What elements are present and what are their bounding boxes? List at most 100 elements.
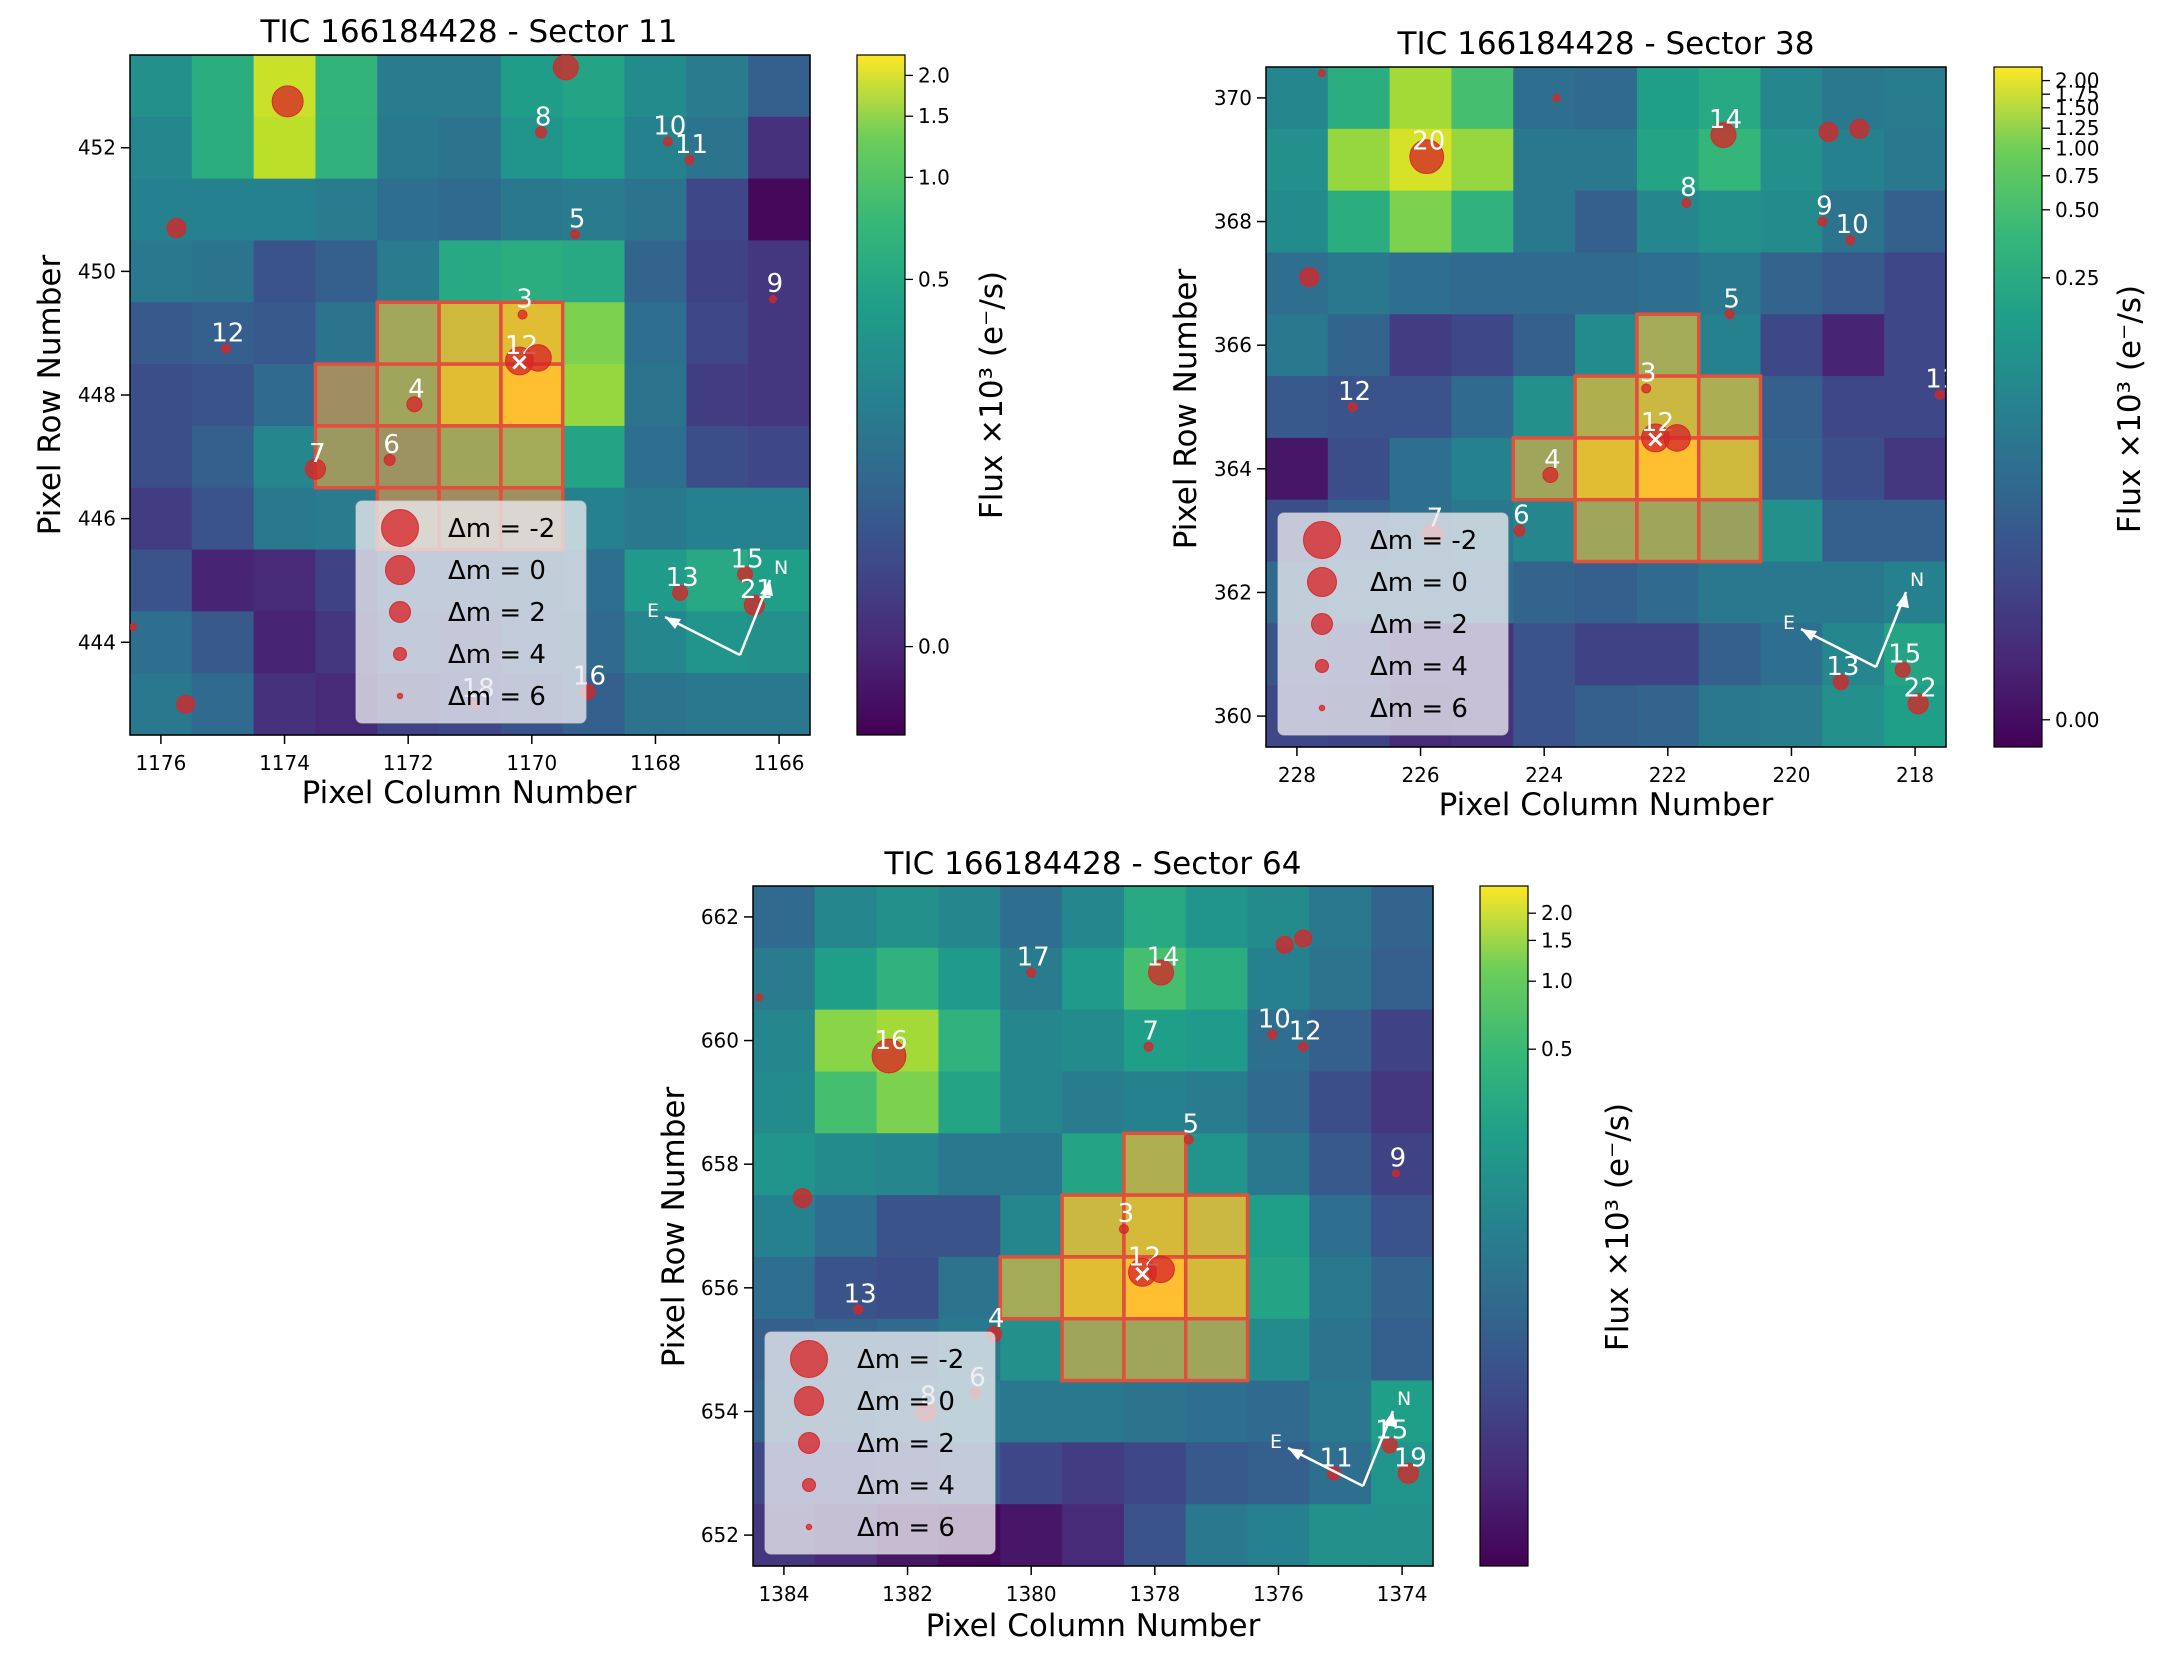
heatmap-cell (624, 549, 687, 612)
heatmap-cell (686, 487, 749, 551)
x-axis-label: Pixel Column Number (302, 775, 637, 811)
legend-label: Δm = 6 (448, 682, 546, 712)
legend-label: Δm = 4 (857, 1471, 955, 1501)
legend-marker (1311, 613, 1333, 635)
y-tick-label: 446 (78, 507, 116, 531)
heatmap-cell (748, 178, 811, 242)
heatmap-cell (1575, 314, 1638, 377)
heatmap-cell (1822, 499, 1885, 563)
star-label: 8 (535, 102, 552, 132)
heatmap-cell (1513, 128, 1576, 192)
heatmap-cell (1247, 1256, 1310, 1320)
heatmap-cell (253, 549, 317, 612)
heatmap-cell (1698, 685, 1762, 748)
colorbar-tick-label: 1.0 (918, 165, 950, 189)
colorbar-tick-label: 1.5 (1541, 928, 1573, 952)
heatmap-cell (753, 1133, 816, 1196)
aperture-pixel (1060, 1255, 1126, 1321)
heatmap-cell (938, 886, 1001, 949)
star-label: 9 (767, 269, 784, 299)
y-tick-label: 448 (78, 383, 116, 407)
heatmap-cell (315, 55, 378, 118)
heatmap-cell (1062, 1442, 1125, 1505)
aperture-pixel (437, 424, 503, 490)
aperture-pixel (1183, 1193, 1250, 1259)
heatmap-cell (753, 1071, 816, 1134)
heatmap-cell (253, 116, 317, 180)
heatmap-cell (562, 425, 626, 489)
heatmap-cell (1760, 252, 1823, 315)
heatmap-cell (686, 549, 749, 612)
aperture-pixel (1696, 436, 1763, 502)
y-axis-label: Pixel Row Number (32, 255, 68, 536)
heatmap-cell (1760, 437, 1823, 501)
heatmap-cell (253, 425, 317, 489)
heatmap-cell (1371, 1195, 1434, 1258)
compass-east-head (665, 617, 681, 629)
star-marker (672, 584, 689, 601)
heatmap-cell (1389, 190, 1453, 254)
heatmap-cell (1062, 1133, 1125, 1196)
heatmap-cell (1247, 1071, 1310, 1134)
star-label: 22 (1904, 674, 1937, 704)
y-tick-label: 450 (78, 259, 116, 283)
legend-label: Δm = -2 (1370, 526, 1477, 556)
star-marker (552, 55, 579, 81)
legend-marker (794, 1386, 824, 1416)
colorbar-tick-label: 0.50 (2055, 198, 2100, 222)
legend-box (355, 500, 587, 724)
x-tick-label: 1384 (758, 1582, 809, 1606)
legend-label: Δm = -2 (857, 1345, 964, 1375)
heatmap-cell (624, 302, 687, 365)
x-tick-label: 222 (1649, 763, 1687, 787)
heatmap-cell (500, 240, 564, 303)
heatmap-cell (1000, 1009, 1063, 1073)
legend-label: Δm = 2 (857, 1429, 955, 1459)
heatmap-cell (562, 240, 626, 303)
y-tick-label: 652 (701, 1523, 739, 1547)
heatmap-cell (1062, 1071, 1125, 1134)
heatmap-cell (748, 240, 811, 303)
star-marker (1317, 69, 1326, 78)
colorbar-tick-label: 0.75 (2055, 164, 2100, 188)
heatmap-cell (1822, 561, 1885, 624)
star-marker (1849, 118, 1870, 139)
star-marker (1391, 1169, 1400, 1178)
star-label: 11 (675, 130, 708, 160)
heatmap-cell (130, 549, 193, 612)
heatmap-cell (1884, 561, 1947, 624)
heatmap-cell (1513, 252, 1576, 315)
plot-frame (1265, 66, 1947, 748)
star-label: 3 (1118, 1199, 1135, 1229)
x-axis-label: Pixel Column Number (926, 1608, 1261, 1644)
x-tick-label: 1172 (383, 751, 434, 775)
panel-sector-38: TIC 166184428 - Sector 38 Pixel Column N… (1168, 26, 2148, 823)
y-tick-label: 364 (1214, 457, 1252, 481)
heatmap-cell (1451, 314, 1514, 377)
star-label: 20 (1412, 127, 1445, 157)
x-tick-label: 226 (1401, 763, 1439, 787)
star-marker (792, 1188, 813, 1209)
compass-north-head (1896, 592, 1909, 608)
heatmap-cell (1185, 1071, 1249, 1134)
panel-sector-11: TIC 166184428 - Sector 11 Pixel Column N… (32, 14, 1010, 811)
heatmap-cell (1575, 128, 1638, 192)
heatmap-cell (938, 1071, 1001, 1134)
star-marker (271, 85, 304, 118)
legend-label: Δm = 4 (1370, 652, 1468, 682)
y-axis: 360 362 364 366 368 370 (1214, 86, 1266, 728)
heatmap-cell (814, 1195, 878, 1258)
aperture-pixel (1696, 374, 1763, 440)
heatmap-cell (1309, 1009, 1372, 1073)
aperture-pixel (437, 362, 503, 428)
heatmap-cell (753, 886, 816, 949)
heatmap-cell (1266, 252, 1329, 315)
heatmap-cell (1247, 1195, 1310, 1258)
heatmap-cell (1327, 190, 1391, 254)
heatmap-cell (1371, 1380, 1434, 1443)
aperture-pixel (1635, 312, 1701, 378)
legend-box (1277, 512, 1509, 736)
colorbar-tick-label: 1.75 (2055, 82, 2100, 106)
star-marker (1552, 93, 1561, 102)
star-marker (130, 622, 138, 631)
